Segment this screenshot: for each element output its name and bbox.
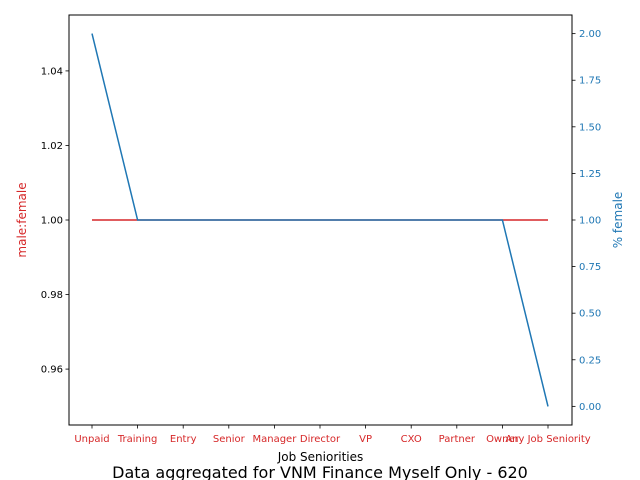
left-tick-label: 1.04 <box>41 66 63 77</box>
x-tick-label: CXO <box>401 434 422 445</box>
x-axis-ticks: Unpaid Training Entry Senior Manager Director… <box>74 425 591 445</box>
right-tick-label: 1.75 <box>579 76 601 87</box>
left-tick-label: 0.98 <box>41 290 63 301</box>
right-tick-label: 0.00 <box>579 402 601 413</box>
x-tick-label: Unpaid <box>74 434 109 445</box>
x-tick-label: Director <box>300 434 341 445</box>
right-tick-label: 1.25 <box>579 169 601 180</box>
x-tick-label: VP <box>359 434 372 445</box>
series-layer <box>91 33 549 407</box>
x-axis-label: Job Seniorities <box>277 450 364 464</box>
percent-female-line <box>91 33 549 407</box>
right-tick-label: 0.50 <box>579 309 601 320</box>
right-tick-label: 0.25 <box>579 355 601 366</box>
x-tick-label: Manager <box>252 434 297 445</box>
left-tick-label: 1.02 <box>41 141 63 152</box>
right-tick-label: 0.75 <box>579 262 601 273</box>
right-tick-label: 2.00 <box>579 29 601 40</box>
right-axis-ticks: 0.00 0.25 0.50 0.75 1.00 1.25 1.50 1.75 2.00 <box>572 29 601 413</box>
right-tick-label: 1.50 <box>579 122 601 133</box>
left-tick-label: 0.96 <box>41 365 63 376</box>
x-tick-label: Any Job Seniority <box>505 434 590 445</box>
x-tick-label: Entry <box>170 434 197 445</box>
x-tick-label: Training <box>117 434 157 445</box>
left-axis-ticks: 0.96 0.98 1.00 1.02 1.04 <box>41 66 69 376</box>
x-tick-label: Partner <box>439 434 476 445</box>
left-tick-label: 1.00 <box>41 216 63 227</box>
x-tick-label: Owner <box>486 434 520 445</box>
chart-title: Data aggregated for VNM Finance Myself O… <box>112 463 528 480</box>
left-axis-label: male:female <box>15 182 29 257</box>
right-axis-label: % female <box>611 192 625 249</box>
right-tick-label: 1.00 <box>579 216 601 227</box>
x-tick-label: Senior <box>213 434 246 445</box>
